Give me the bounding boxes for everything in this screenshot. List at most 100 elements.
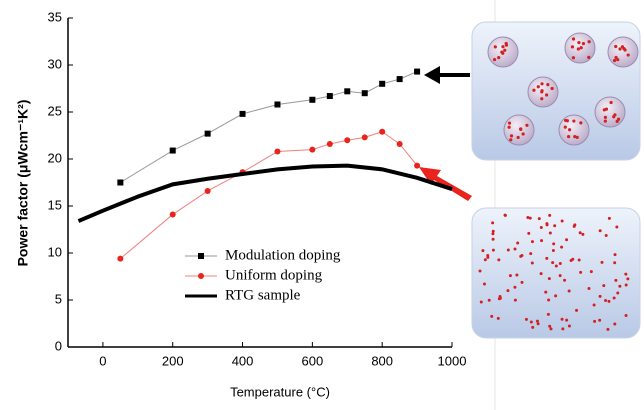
dopant-dot — [493, 58, 496, 61]
dopant-dot — [547, 313, 550, 316]
dopant-dot — [627, 53, 630, 56]
dopant-dot — [525, 124, 528, 127]
data-point — [344, 137, 350, 143]
data-point — [117, 180, 123, 186]
dopant-dot — [600, 261, 603, 264]
dopant-dot — [497, 317, 500, 320]
x-tick-label: 800 — [371, 353, 393, 368]
dopant-dot — [590, 270, 593, 273]
dopant-dot — [510, 134, 513, 137]
dopant-dot — [598, 319, 601, 322]
data-point — [117, 256, 123, 262]
data-point — [379, 81, 385, 87]
dopant-dot — [581, 233, 584, 236]
dopant-dot — [559, 262, 562, 265]
dopant-dot — [578, 259, 581, 262]
dopant-dot — [604, 116, 607, 119]
dopant-dot — [551, 87, 554, 90]
dopant-dot — [563, 279, 566, 282]
dopant-dot — [588, 40, 591, 43]
dopant-dot — [531, 326, 534, 329]
series-line — [120, 132, 417, 259]
series-line — [120, 72, 417, 183]
dopant-dot — [508, 121, 511, 124]
dopant-dot — [613, 323, 616, 326]
data-point — [397, 141, 403, 147]
y-tick-label: 0 — [55, 338, 62, 353]
data-point — [327, 141, 333, 147]
dopant-dot — [486, 254, 489, 257]
dopant-dot — [548, 214, 551, 217]
dopant-dot — [609, 101, 612, 104]
dopant-dot — [615, 226, 618, 229]
dopant-dot — [564, 126, 567, 129]
dopant-dot — [560, 246, 563, 249]
y-tick-label: 15 — [48, 197, 62, 212]
dopant-dot — [613, 297, 616, 300]
dopant-dot — [618, 47, 621, 50]
data-point — [274, 101, 280, 107]
dopant-dot — [514, 299, 517, 302]
inset-illustrations — [419, 22, 640, 338]
dopant-dot — [605, 234, 608, 237]
dopant-dot — [540, 226, 543, 229]
dopant-dot — [593, 320, 596, 323]
x-axis-label: Temperature (°C) — [230, 384, 330, 399]
dopant-dot — [618, 285, 621, 288]
data-point — [362, 134, 368, 140]
dopant-dot — [573, 135, 576, 138]
dopant-dot — [582, 42, 585, 45]
dopant-dot — [568, 324, 571, 327]
dopant-dot — [559, 274, 562, 277]
dopant-dot — [509, 138, 512, 141]
dopant-dot — [529, 252, 532, 255]
dopant-dot — [568, 128, 571, 131]
dopant-dot — [612, 115, 615, 118]
dopant-dot — [564, 119, 567, 122]
x-tick-label: 400 — [232, 353, 254, 368]
dopant-dot — [540, 239, 543, 242]
dopant-dot — [587, 56, 590, 59]
data-point — [170, 211, 176, 217]
dopant-dot — [531, 240, 534, 243]
dopant-dot — [625, 284, 628, 287]
dopant-dot — [536, 320, 539, 323]
dopant-dot — [604, 299, 607, 302]
dopant-dot — [491, 221, 494, 224]
dopant-dot — [494, 45, 497, 48]
dopant-dot — [546, 223, 549, 226]
nanoparticle — [504, 115, 534, 145]
dopant-dot — [503, 49, 506, 52]
dopant-dot — [499, 295, 502, 298]
y-axis-label: Power factor (μWcm⁻¹K²) — [15, 100, 31, 267]
dopant-dot — [604, 120, 607, 123]
dopant-dot — [531, 261, 534, 264]
dopant-dot — [521, 281, 524, 284]
dopant-dot — [623, 48, 626, 51]
dopant-dot — [624, 273, 627, 276]
dopant-dot — [490, 315, 493, 318]
data-point — [414, 69, 420, 75]
legend-marker — [198, 273, 204, 279]
dopant-dot — [488, 299, 491, 302]
dopant-dot — [530, 320, 533, 323]
dopant-dot — [492, 238, 495, 241]
dopant-dot — [481, 249, 484, 252]
x-tick-label: 1000 — [438, 353, 467, 368]
dopant-dot — [599, 295, 602, 298]
data-point — [205, 131, 211, 137]
red-arrow — [419, 167, 472, 201]
dopant-dot — [614, 279, 617, 282]
data-point — [362, 90, 368, 96]
dopant-dot — [626, 277, 629, 280]
dopant-dot — [505, 44, 508, 47]
dopant-dot — [613, 261, 616, 264]
dopant-dot — [519, 128, 522, 131]
dopant-dot — [479, 270, 482, 273]
dopant-dot — [571, 258, 574, 261]
legend-label: Uniform doping — [225, 267, 323, 283]
dopant-dot — [555, 265, 558, 268]
dopant-dot — [484, 258, 487, 261]
dopant-dot — [603, 108, 606, 111]
dopant-dot — [497, 258, 500, 261]
